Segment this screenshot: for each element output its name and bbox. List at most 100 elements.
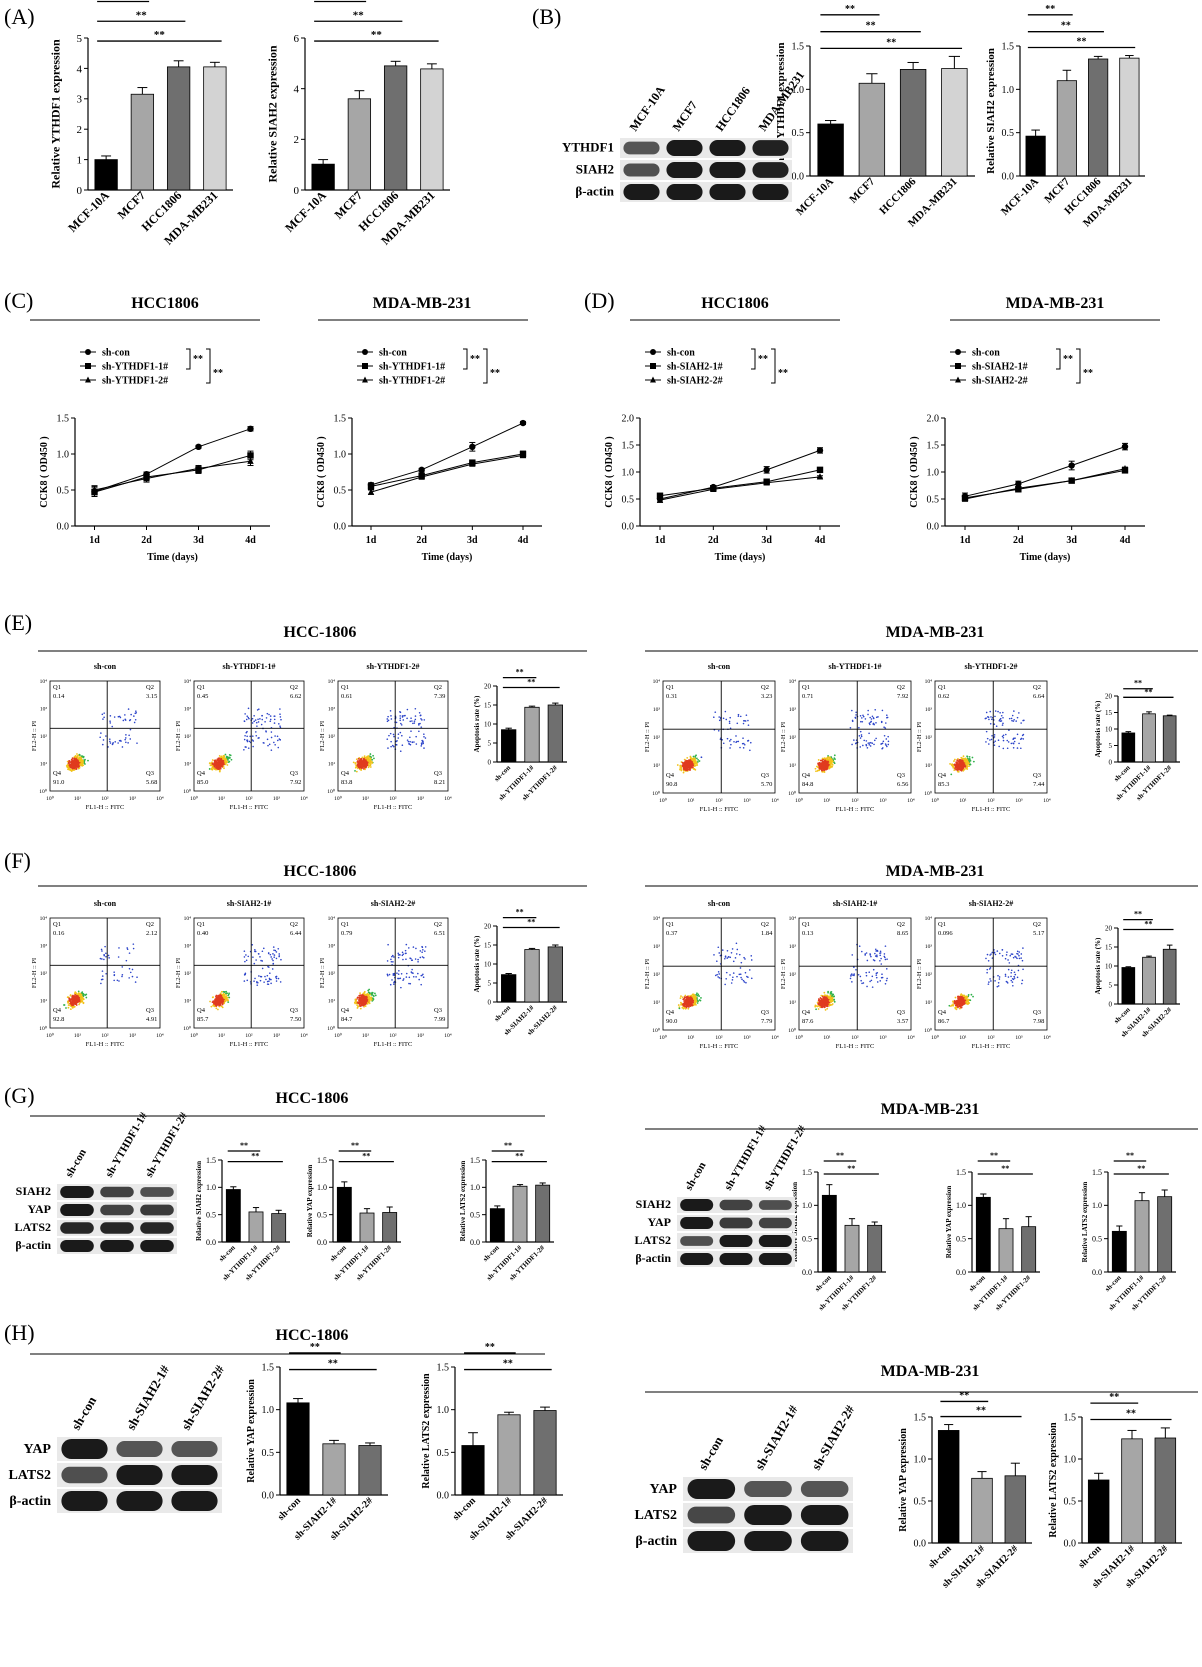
flow-event: [1008, 729, 1010, 731]
flow-event: [372, 754, 375, 757]
protein-label: YAP: [650, 1482, 678, 1497]
flow-event: [222, 763, 225, 766]
flow-event: [73, 997, 75, 1000]
protein-label: YAP: [24, 1442, 52, 1457]
x-decade-label: 10⁰: [190, 1032, 199, 1039]
flow-event: [826, 764, 828, 767]
flow-event: [406, 717, 408, 720]
flow-event: [733, 740, 735, 743]
flow-event: [261, 718, 264, 721]
flow-event: [739, 746, 741, 749]
bar-0: [311, 163, 335, 191]
blot-band: [666, 184, 703, 200]
lane-label: sh-con: [63, 1147, 89, 1179]
flow-event: [682, 763, 685, 766]
flow-event: [854, 717, 857, 719]
flow-event: [718, 716, 720, 718]
y-tick-label: 0.0: [334, 522, 347, 533]
y-tick-label: 0.5: [470, 1210, 480, 1219]
flow-event: [1020, 737, 1023, 740]
category-label: sh-con: [1103, 1274, 1122, 1293]
legend-label: sh-SIAH2-2#: [667, 376, 723, 387]
flow-event: [968, 765, 971, 768]
flow-event: [689, 769, 692, 771]
panel-label-b: (B): [532, 4, 561, 29]
flow-plot-e_left-2: sh-YTHDF1-2#Q10.61Q27.39Q38.21Q483.810⁰1…: [319, 662, 452, 811]
panel-label-f: (F): [4, 848, 31, 873]
flow-event: [82, 1002, 85, 1005]
y-tick-label: 10: [1105, 962, 1113, 970]
flow-event: [244, 713, 246, 715]
flow-event: [81, 997, 84, 1000]
significance-label: **: [503, 1359, 513, 1370]
x-decade-label: 10³: [1015, 798, 1023, 804]
y-tick-label: 2: [77, 124, 83, 136]
flow-event: [950, 773, 953, 776]
bar-1: [248, 1211, 264, 1243]
x-axis-label: Time (days): [422, 552, 473, 563]
y-tick-label: 15: [484, 941, 492, 949]
x-axis-label: Time (days): [147, 552, 198, 563]
flow-event: [77, 990, 80, 993]
flow-event: [388, 734, 390, 737]
flow-event: [954, 764, 957, 766]
flow-event: [73, 767, 76, 770]
flow-event: [215, 1007, 218, 1010]
flow-event: [364, 1005, 367, 1007]
flow-event: [400, 986, 402, 989]
flow-event: [119, 739, 122, 742]
y-tick-label: 1.5: [206, 1156, 216, 1165]
significance-bracket: [206, 348, 211, 384]
y-axis-label: Relative SIAH2 expression: [195, 1161, 203, 1241]
y-tick-label: 1.0: [956, 1201, 966, 1210]
flow-event: [107, 746, 109, 748]
flow-event: [361, 762, 364, 765]
flow-event: [1023, 719, 1025, 722]
flow-event: [76, 762, 79, 765]
flow-event: [392, 745, 395, 748]
blot-band: [744, 1505, 792, 1525]
flow-event: [993, 723, 996, 725]
flow-event: [100, 732, 102, 734]
flow-event: [1002, 747, 1005, 750]
y-tick-label: 10: [484, 720, 492, 728]
flow-event: [118, 980, 120, 982]
y-tick-label: 0: [77, 185, 83, 197]
y-decade-label: 10⁰: [327, 1025, 336, 1032]
y-tick-label: 15: [1105, 709, 1113, 717]
flow-event: [225, 755, 228, 758]
quadrant-value: 7.99: [434, 1016, 445, 1023]
marker-square: [247, 452, 254, 459]
lane-label: sh-YTHDF1-1#: [722, 1123, 769, 1192]
flow-event: [859, 714, 862, 717]
flow-event: [76, 998, 78, 1000]
flow-event: [68, 998, 71, 1001]
bar-3: [203, 66, 227, 191]
flow-event: [860, 735, 863, 738]
flow-event: [821, 765, 824, 768]
flow-event: [1020, 747, 1022, 750]
significance-label: **: [1144, 687, 1152, 696]
significance-label: **: [959, 1390, 969, 1401]
flow-plot-f_left-1: sh-SIAH2-1#Q10.40Q26.44Q37.50Q485.710⁰10…: [175, 899, 308, 1048]
flow-event: [870, 718, 873, 720]
flow-event: [73, 995, 76, 997]
flow-event: [108, 738, 111, 740]
flow-event: [363, 991, 366, 994]
flow-event: [228, 992, 231, 995]
flow-event: [101, 975, 104, 977]
x-decade-label: 10³: [879, 798, 887, 804]
flow-event: [245, 959, 248, 962]
flow-event: [414, 718, 417, 721]
flow-event: [219, 1004, 222, 1006]
flow-event: [747, 739, 750, 742]
bar-1: [524, 949, 540, 1003]
y-decade-label: 10⁰: [924, 790, 933, 797]
y-tick-label: 0.5: [956, 1234, 966, 1243]
significance-label: **: [213, 368, 223, 379]
category-label: MCF7: [115, 188, 148, 221]
y-axis-label: Apoptosis rate (%): [473, 935, 481, 992]
